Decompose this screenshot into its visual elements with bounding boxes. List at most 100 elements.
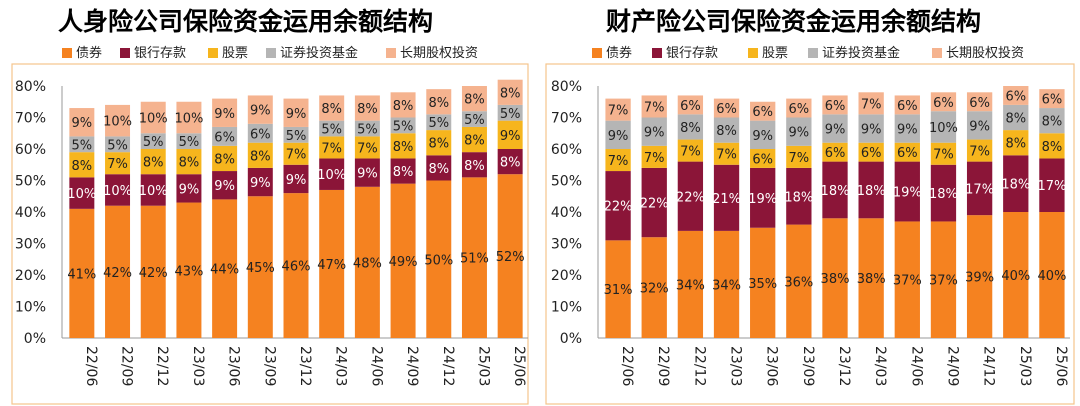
bar-segment-fund bbox=[677, 114, 704, 140]
data-label-stock: 6% bbox=[825, 146, 846, 161]
bar-segment-deposit bbox=[176, 174, 202, 203]
bar-segment-bond bbox=[426, 180, 452, 338]
data-label-fund: 9% bbox=[825, 123, 846, 138]
bar-segment-equity bbox=[750, 101, 776, 121]
x-tick-label: 23/12 bbox=[836, 346, 852, 386]
bar-segment-deposit bbox=[390, 158, 416, 184]
bar-segment-fund bbox=[390, 117, 416, 134]
x-tick-label: 23/06 bbox=[226, 346, 242, 386]
data-label-deposit: 18% bbox=[929, 187, 958, 202]
x-tick-label: 22/12 bbox=[691, 346, 707, 386]
bar-segment-fund bbox=[426, 114, 452, 131]
bar-segment-stock bbox=[247, 142, 273, 168]
data-label-deposit: 17% bbox=[965, 182, 994, 197]
data-label-fund: 9% bbox=[608, 129, 629, 144]
data-label-stock: 7% bbox=[680, 145, 701, 160]
data-label-bond: 50% bbox=[424, 253, 453, 268]
legend-swatch-equity bbox=[932, 47, 942, 58]
bar-segment-deposit bbox=[713, 164, 740, 231]
bar-segment-bond bbox=[894, 221, 920, 338]
bar-segment-deposit bbox=[105, 174, 131, 206]
data-label-stock: 7% bbox=[644, 151, 665, 166]
data-label-deposit: 18% bbox=[784, 190, 813, 205]
legend-swatch-fund bbox=[808, 47, 818, 58]
y-tick-label: 10% bbox=[15, 300, 46, 316]
legend-item-fund: 证券投资基金 bbox=[808, 42, 900, 61]
data-label-deposit: 22% bbox=[640, 197, 669, 212]
data-label-deposit: 10% bbox=[103, 184, 132, 199]
bar-segment-bond bbox=[105, 205, 131, 338]
data-label-bond: 38% bbox=[821, 272, 850, 287]
data-label-stock: 8% bbox=[250, 149, 271, 164]
bar-segment-deposit bbox=[966, 161, 993, 216]
data-label-stock: 8% bbox=[72, 159, 93, 174]
data-label-deposit: 10% bbox=[67, 187, 96, 202]
data-label-deposit: 9% bbox=[179, 182, 200, 197]
bar-segment-bond bbox=[822, 218, 848, 338]
bar-segment-bond bbox=[1039, 212, 1065, 338]
bar-segment-bond bbox=[354, 186, 380, 338]
data-label-fund: 5% bbox=[357, 123, 378, 138]
bar-segment-stock bbox=[1003, 130, 1029, 156]
property-insurance-panel: 财产险公司保险资金运用余额结构 债券 银行存款 股票 证券投资基金 长期股权投资… bbox=[540, 0, 1080, 406]
data-label-fund: 5% bbox=[72, 138, 93, 153]
data-label-equity: 9% bbox=[214, 107, 235, 122]
data-label-bond: 46% bbox=[282, 260, 311, 275]
bar-segment-bond bbox=[966, 215, 993, 338]
bar-segment-equity bbox=[497, 79, 523, 105]
data-label-bond: 48% bbox=[353, 256, 382, 271]
y-tick-label: 60% bbox=[15, 142, 46, 158]
bar-segment-stock bbox=[319, 136, 345, 159]
x-tick-label: 25/03 bbox=[475, 346, 491, 386]
legend-label: 股票 bbox=[222, 46, 249, 61]
data-label-bond: 51% bbox=[460, 252, 489, 267]
x-tick-label: 22/06 bbox=[83, 346, 99, 386]
bar-segment-deposit bbox=[1003, 155, 1029, 212]
legend-item-stock: 股票 bbox=[748, 42, 788, 61]
data-label-equity: 6% bbox=[933, 96, 954, 111]
data-label-equity: 9% bbox=[250, 104, 271, 119]
bar-segment-deposit bbox=[641, 167, 667, 238]
chart-frame bbox=[545, 63, 1075, 405]
data-label-equity: 9% bbox=[286, 107, 307, 122]
bar-segment-bond bbox=[69, 208, 95, 338]
bar-segment-stock bbox=[822, 142, 848, 162]
bar-segment-bond bbox=[641, 237, 667, 338]
bar-segment-equity bbox=[605, 98, 631, 121]
bar-segment-equity bbox=[822, 95, 848, 115]
data-label-fund: 5% bbox=[286, 129, 307, 144]
x-tick-label: 25/06 bbox=[511, 346, 527, 386]
x-tick-label: 24/12 bbox=[981, 346, 997, 386]
y-tick-label: 50% bbox=[551, 174, 582, 190]
bar-segment-deposit bbox=[354, 158, 380, 187]
y-tick-label: 40% bbox=[15, 205, 46, 221]
bar-segment-equity bbox=[69, 108, 95, 137]
bar-segment-stock bbox=[69, 152, 95, 178]
bar-segment-fund bbox=[461, 111, 487, 127]
data-label-stock: 7% bbox=[286, 148, 307, 163]
data-label-bond: 45% bbox=[246, 261, 275, 276]
bar-segment-equity bbox=[319, 95, 345, 121]
bar-segment-stock bbox=[677, 139, 704, 162]
bar-segment-stock bbox=[1039, 133, 1065, 159]
bar-segment-deposit bbox=[461, 152, 487, 178]
bar-segment-stock bbox=[140, 149, 166, 175]
data-label-fund: 6% bbox=[250, 127, 271, 142]
y-tick-label: 10% bbox=[551, 300, 582, 316]
bar-segment-equity bbox=[176, 101, 202, 134]
data-label-fund: 9% bbox=[752, 129, 773, 144]
bar-segment-bond bbox=[786, 224, 812, 338]
x-tick-label: 23/12 bbox=[297, 346, 313, 386]
data-label-equity: 6% bbox=[752, 105, 773, 120]
bar-segment-fund bbox=[319, 120, 345, 137]
bar-segment-stock bbox=[641, 145, 667, 168]
data-label-bond: 47% bbox=[317, 258, 346, 273]
data-label-fund: 5% bbox=[428, 116, 449, 131]
data-label-equity: 6% bbox=[1042, 93, 1063, 108]
y-tick-label: 40% bbox=[551, 205, 582, 221]
data-label-deposit: 8% bbox=[500, 156, 521, 171]
bar-segment-fund bbox=[930, 111, 957, 143]
data-label-equity: 9% bbox=[72, 116, 93, 131]
bar-segment-equity bbox=[212, 98, 238, 127]
bar-segment-deposit bbox=[858, 161, 884, 219]
